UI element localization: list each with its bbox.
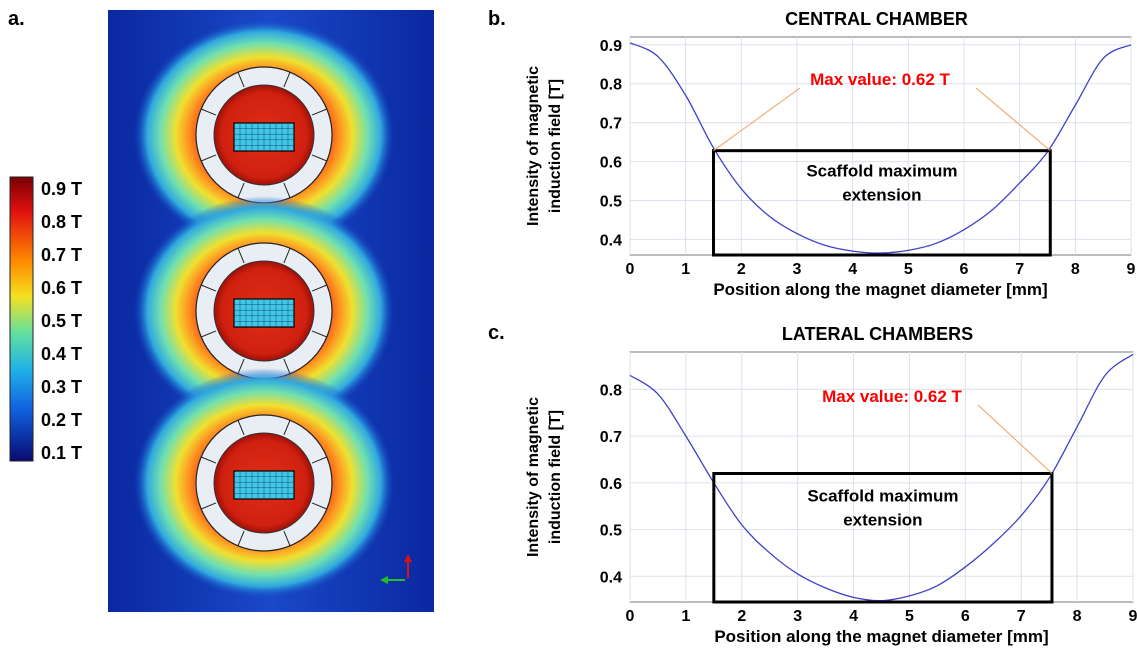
x-tick-label: 7 (1015, 261, 1024, 278)
colorbar-label: 0.4 T (41, 344, 82, 364)
x-tick-label: 9 (1127, 261, 1136, 278)
annotation-leader (977, 404, 1053, 474)
magnet-chamber (134, 20, 394, 250)
x-tick-label: 5 (904, 261, 913, 278)
x-tick-label: 0 (626, 261, 635, 278)
x-tick-label: 2 (737, 608, 746, 625)
y-axis-label: induction field [T] (547, 79, 564, 213)
scaffold-box-label: extension (843, 510, 922, 529)
x-tick-label: 9 (1129, 608, 1137, 625)
colorbar-label: 0.2 T (41, 410, 82, 430)
x-tick-label: 8 (1073, 608, 1082, 625)
magnet-chamber (134, 368, 394, 598)
colorbar-label: 0.5 T (41, 311, 82, 331)
colorbar-label: 0.7 T (41, 245, 82, 265)
x-tick-label: 7 (1017, 608, 1026, 625)
chart-title: LATERAL CHAMBERS (782, 324, 973, 344)
scaffold-box-label: Scaffold maximum (806, 162, 957, 181)
x-tick-label: 0 (626, 608, 635, 625)
y-tick-label: 0.5 (600, 523, 622, 540)
colorbar-label: 0.8 T (41, 212, 82, 232)
x-tick-label: 6 (961, 608, 970, 625)
x-tick-label: 3 (793, 608, 802, 625)
y-tick-label: 0.8 (600, 382, 622, 399)
x-tick-label: 4 (848, 261, 857, 278)
panel-label-a: a. (8, 8, 25, 30)
x-tick-label: 5 (905, 608, 914, 625)
panel-label-c: c. (488, 322, 505, 344)
x-tick-label: 1 (681, 608, 690, 625)
annotation-leader (713, 87, 801, 152)
y-tick-label: 0.9 (600, 38, 622, 55)
colorbar-label: 0.1 T (41, 443, 82, 463)
scaffold-box-label: Scaffold maximum (807, 486, 958, 505)
x-tick-label: 2 (737, 261, 746, 278)
max-value-annotation: Max value: 0.62 T (822, 387, 962, 406)
x-tick-label: 4 (849, 608, 858, 625)
magnet-chamber (134, 196, 394, 426)
y-axis-label: Intensity of magnetic (525, 66, 542, 226)
x-axis-label: Position along the magnet diameter [mm] (713, 280, 1047, 299)
y-tick-label: 0.7 (600, 429, 622, 446)
colorbar-label: 0.6 T (41, 278, 82, 298)
x-axis-label: Position along the magnet diameter [mm] (714, 627, 1048, 646)
y-tick-label: 0.6 (600, 476, 622, 493)
y-tick-label: 0.4 (600, 232, 622, 249)
y-axis-label: Intensity of magnetic (525, 397, 542, 557)
axes-triad-icon (380, 554, 412, 584)
annotation-leader (975, 87, 1051, 152)
y-tick-label: 0.8 (600, 77, 622, 94)
y-axis-label: induction field [T] (547, 410, 564, 544)
x-tick-label: 3 (793, 261, 802, 278)
x-tick-label: 6 (960, 261, 969, 278)
scaffold-box-label: extension (842, 186, 921, 205)
max-value-annotation: Max value: 0.62 T (810, 70, 950, 89)
y-tick-label: 0.4 (600, 569, 622, 586)
panel-label-b: b. (488, 8, 506, 30)
x-tick-label: 1 (681, 261, 690, 278)
y-tick-label: 0.7 (600, 116, 622, 133)
scaffold-box (712, 149, 1052, 257)
chart-title: CENTRAL CHAMBER (785, 9, 968, 29)
field-simulation: 0.9 T 0.8 T 0.7 T 0.6 T 0.5 T 0.4 T 0.3 T 0.2 T… (9, 10, 434, 612)
y-tick-label: 0.6 (600, 155, 622, 172)
scaffold-box (712, 471, 1054, 604)
colorbar-label: 0.9 T (41, 179, 82, 199)
y-tick-label: 0.5 (600, 194, 622, 211)
colorbar-label: 0.3 T (41, 377, 82, 397)
x-tick-label: 8 (1071, 261, 1080, 278)
colorbar (9, 176, 34, 462)
